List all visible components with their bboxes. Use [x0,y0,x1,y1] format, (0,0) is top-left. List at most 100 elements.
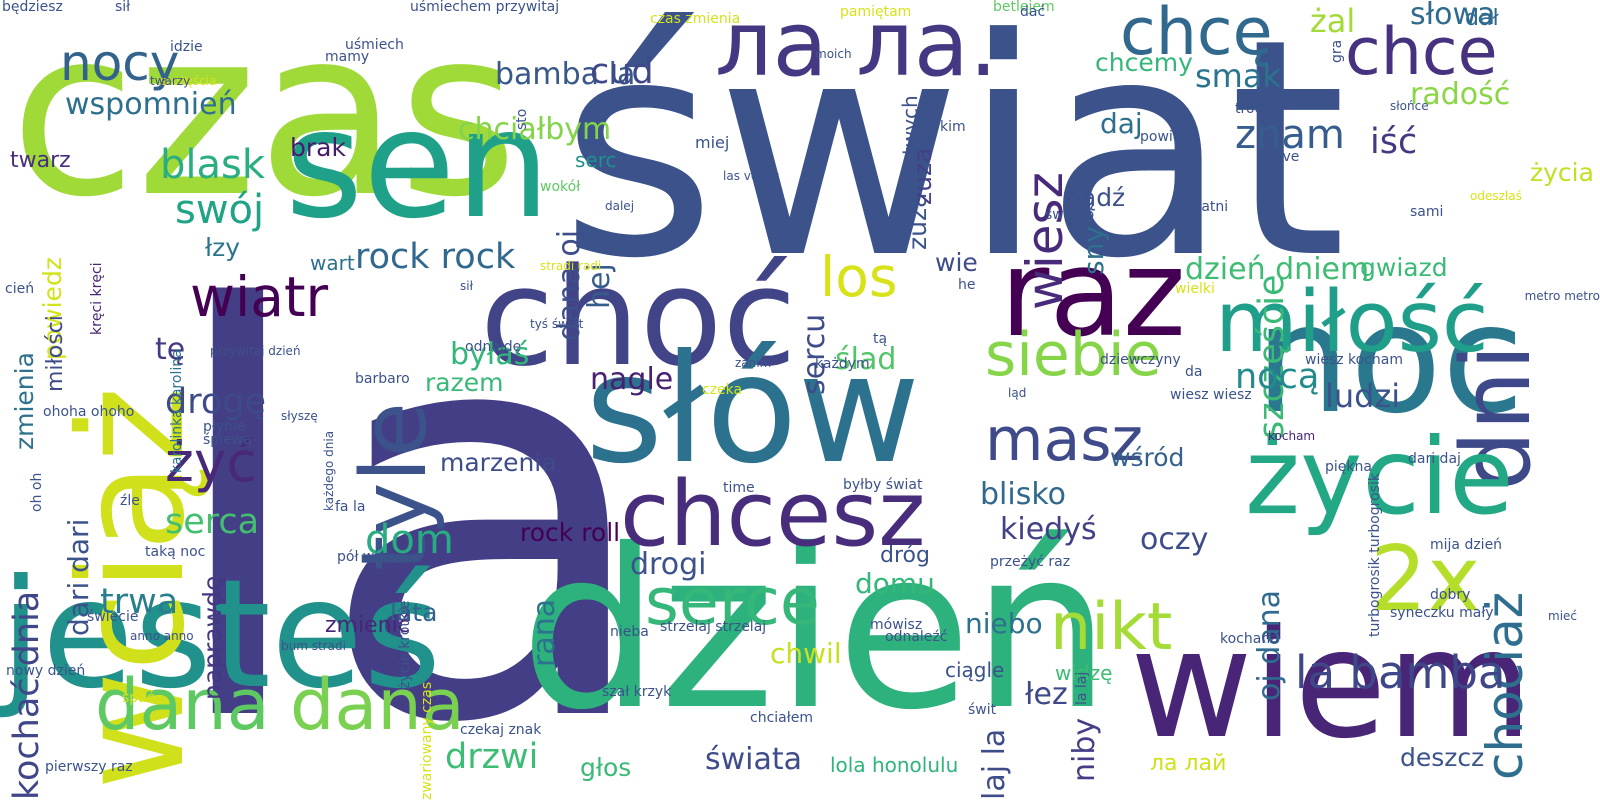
word-cloud-word: dać [1020,4,1046,20]
word-cloud-word: rana [527,598,562,667]
word-cloud-word: zmienić [325,613,410,638]
word-cloud-word: mija dzień [1430,537,1503,553]
word-cloud-word: szczęścia [160,74,217,88]
word-cloud-word: serc [575,148,617,172]
word-cloud-word: chcę [1120,0,1273,70]
word-cloud-word: chciałem [750,710,813,726]
word-cloud-word: każdym [815,356,870,372]
word-cloud-word: twych [898,95,922,155]
word-cloud-word: naprawdę [198,575,227,700]
word-cloud-word: sny [1077,226,1110,276]
word-cloud-word: łez [1025,677,1068,712]
word-cloud-word: źle [120,493,140,509]
word-cloud-word: metro metro [1524,289,1600,303]
word-cloud-word: ślad [835,342,897,377]
word-cloud-word: każdego dnia [322,431,336,512]
word-cloud-word: bamba la [495,57,636,92]
word-cloud-word: miej [695,133,730,152]
word-cloud-word: bądź [1065,183,1126,212]
word-cloud-word: kiedyś [1000,512,1097,547]
word-cloud-word: cień [5,281,35,297]
word-cloud-word: znam [1235,112,1345,158]
word-cloud-word: chce [1345,15,1498,90]
word-cloud-word: la laj [1074,672,1090,706]
word-cloud-word: dobry [1430,587,1471,603]
word-cloud-word: zanim [735,356,772,370]
word-cloud-word: drogi [630,547,707,582]
word-cloud-word: dziewczyny [1100,352,1181,368]
word-cloud-word: barbaro [355,371,410,387]
word-cloud-word: byłby świat [843,477,923,493]
word-cloud-word: łzy [205,233,241,262]
word-cloud-word: wiem [1130,598,1533,772]
word-cloud-word: świata [705,742,803,777]
word-cloud-word: cud [590,52,654,92]
word-cloud-word: love [1270,149,1300,165]
word-cloud-word: pół wieku [337,549,404,565]
word-cloud-word: życie [1245,416,1514,538]
word-cloud-word: twarz [10,148,71,173]
word-cloud-word: dzień dniem [1185,252,1370,287]
word-cloud-word: wart [310,251,355,275]
word-cloud-word: mamy [325,49,370,65]
word-cloud-word: zwariowany czas [419,681,435,800]
word-cloud-word: czeka [702,382,743,398]
word-cloud-word: chcemy [1095,48,1193,77]
word-cloud-word: czas [10,0,518,248]
word-cloud-word: marzenia [440,448,557,477]
word-cloud-word: wielki [1175,281,1215,297]
word-cloud-word: uśmiechem przywitaj [410,0,560,15]
word-cloud-word: brak [290,133,346,162]
word-cloud-word: odnaleźć [885,629,948,645]
word-cloud-word: masz [985,405,1143,475]
word-cloud-word: ла лай [1150,751,1227,776]
word-cloud-word: sami [1410,204,1444,220]
word-cloud-word: twarzy [150,74,191,88]
word-cloud-word: kochać dnia [7,590,47,800]
word-cloud-word: kim [940,119,966,135]
word-cloud-word: szał krzyk [602,684,672,700]
word-cloud-word: nowy dzień [6,663,86,679]
word-cloud-word: żal [1310,2,1356,40]
word-cloud-word: dróg [880,543,930,568]
word-cloud-word: głos [580,753,632,782]
word-cloud-word: słów [585,323,921,497]
word-cloud-word: sił [460,279,473,293]
word-cloud-word: odeszłaś [1470,189,1522,203]
word-cloud-word: anno anno [130,629,194,643]
word-cloud-word: płynie [203,419,246,435]
word-cloud-word: będziesz [2,0,63,15]
word-cloud-word: tyś świat [530,317,584,331]
word-cloud-word: nieba [610,624,649,640]
word-cloud-word: ohoha ohoho [43,404,135,420]
word-cloud-word: mieć [1548,609,1578,623]
word-cloud-word: serca [165,502,260,542]
word-cloud-word: dom [365,517,454,563]
word-cloud-word: wspomnień [65,87,237,122]
word-cloud-word: las vegas [723,169,780,183]
word-cloud-word: życia [1530,158,1594,187]
word-cloud-word: oczy [1140,522,1209,557]
word-cloud-word: świt [968,702,997,718]
word-cloud-word: niby [1067,717,1102,782]
word-cloud-word: choć [480,239,797,396]
word-cloud-word: świecie [87,609,139,625]
word-cloud-word: odnajdę [465,339,522,355]
word-cloud-word: czekaj znak [460,722,542,738]
word-cloud-word: słowa [1410,0,1496,32]
word-cloud-word: jesteś [0,548,442,722]
word-cloud-word: zuza [908,147,937,205]
word-cloud-word: strzelaj strzelaj [660,619,767,635]
word-cloud-word: lata [390,598,438,627]
word-cloud-word: sen [285,78,551,252]
word-cloud-word: niebo [965,607,1043,640]
word-cloud-word: noc [1255,273,1525,447]
word-cloud-word: time [723,480,755,496]
word-cloud-word: drogę [165,382,267,422]
word-cloud-word: dana [290,664,465,746]
word-cloud-word: la bamba [1295,646,1506,699]
word-cloud-word: dari daj [1408,451,1461,467]
word-cloud-word: chciałbym [458,112,612,147]
word-cloud-word: spać [122,690,155,706]
